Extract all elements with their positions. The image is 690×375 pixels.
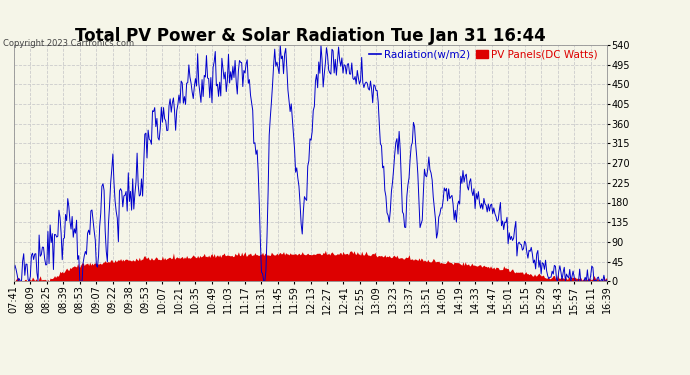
Title: Total PV Power & Solar Radiation Tue Jan 31 16:44: Total PV Power & Solar Radiation Tue Jan…	[75, 27, 546, 45]
Legend: Radiation(w/m2), PV Panels(DC Watts): Radiation(w/m2), PV Panels(DC Watts)	[364, 45, 602, 64]
Text: Copyright 2023 Cartronics.com: Copyright 2023 Cartronics.com	[3, 39, 135, 48]
